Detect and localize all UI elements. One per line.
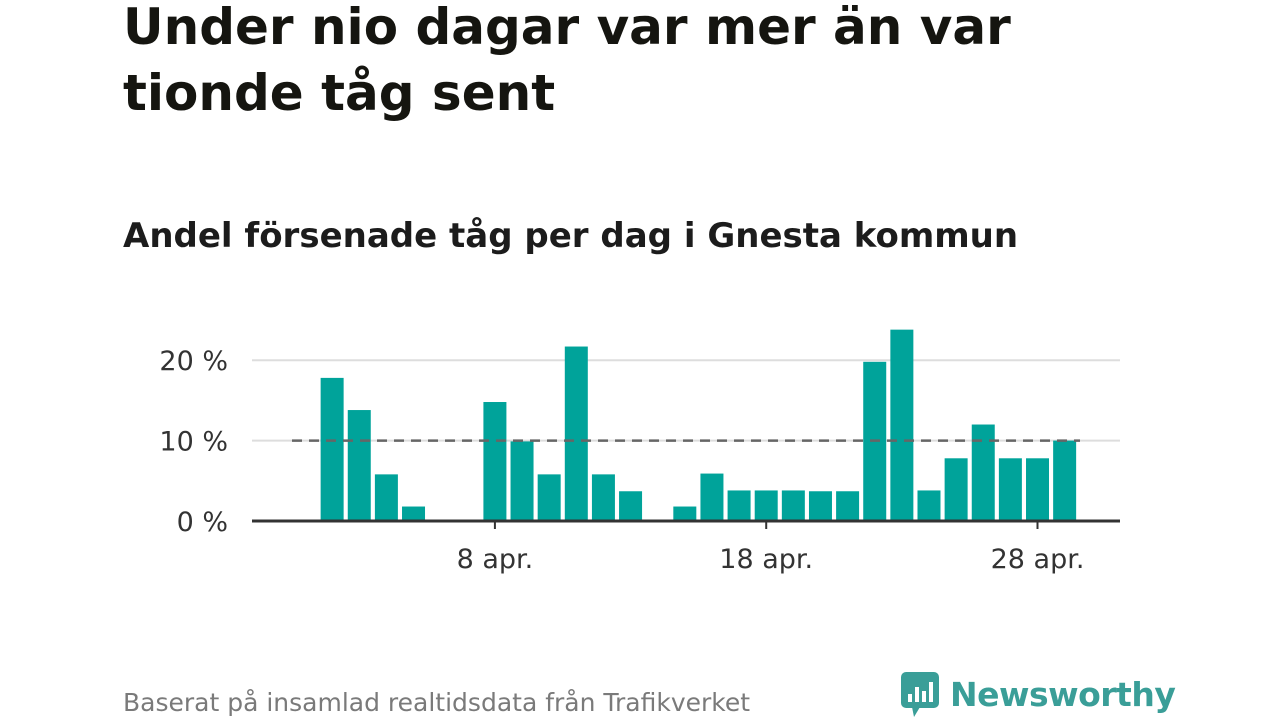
bar	[320, 377, 344, 521]
bar	[591, 474, 615, 521]
bar	[836, 491, 860, 521]
bar	[700, 473, 724, 521]
bar	[944, 458, 968, 521]
bar	[619, 491, 643, 521]
bar	[673, 506, 697, 521]
bar	[374, 474, 398, 521]
bar	[971, 424, 995, 521]
bar	[1053, 440, 1077, 521]
bar	[727, 490, 751, 521]
y-tick-label: 0 %	[177, 507, 228, 538]
bar	[917, 490, 941, 521]
bar	[402, 506, 426, 521]
x-tick-label: 18 apr.	[719, 544, 813, 575]
chart-title: Under nio dagar var mer än var tionde tå…	[123, 0, 1011, 122]
newsworthy-logo: Newsworthy	[900, 670, 1176, 718]
newsworthy-logo-icon	[901, 672, 939, 717]
y-tick-label: 10 %	[159, 427, 228, 458]
bar	[808, 491, 832, 521]
x-tick-label: 8 apr.	[457, 544, 534, 575]
bar	[347, 410, 371, 521]
bar	[537, 474, 561, 521]
chart-subtitle: Andel försenade tåg per dag i Gnesta kom…	[123, 216, 1019, 256]
bar	[510, 441, 534, 521]
bar	[564, 346, 588, 521]
bar	[998, 458, 1022, 521]
brand-name: Newsworthy	[950, 674, 1176, 714]
bar	[781, 490, 805, 521]
source-note: Baserat på insamlad realtidsdata från Tr…	[123, 688, 751, 717]
x-tick-label: 28 apr.	[991, 544, 1085, 575]
y-tick-label: 20 %	[159, 346, 228, 377]
bar	[754, 490, 778, 521]
bar	[483, 402, 507, 521]
bar	[1026, 458, 1050, 521]
bar	[890, 329, 914, 521]
